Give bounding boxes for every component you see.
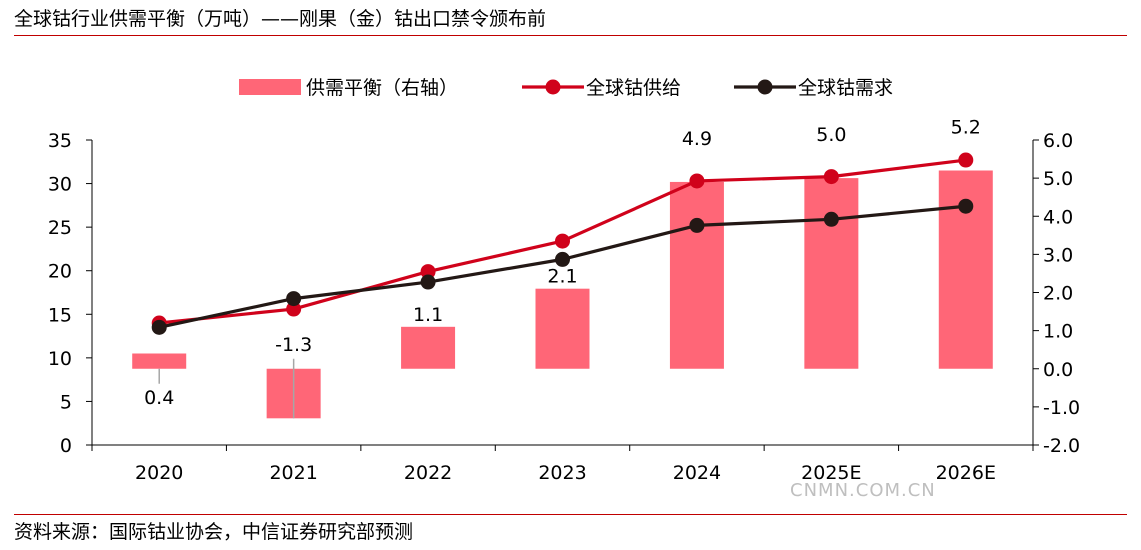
demand-point-2020 <box>151 319 167 335</box>
legend-balance-label: 供需平衡（右轴） <box>306 77 458 99</box>
supply-point-2025E <box>823 169 839 185</box>
right-tick-label: 2.0 <box>1043 283 1073 305</box>
x-tick-label: 2020 <box>135 462 183 484</box>
left-tick-label: 20 <box>48 261 72 283</box>
legend-supply-label: 全球钴供给 <box>586 77 681 99</box>
x-tick-label: 2025E <box>801 462 861 484</box>
right-tick-label: 4.0 <box>1043 206 1073 228</box>
legend-balance-swatch <box>239 79 301 95</box>
balance-bar-2025E <box>804 178 859 369</box>
left-tick-label: 10 <box>48 348 72 370</box>
left-tick-label: 35 <box>48 130 72 152</box>
supply-point-2024 <box>689 173 705 189</box>
legend-demand-label: 全球钴需求 <box>798 77 893 99</box>
supply-point-2022 <box>420 264 436 280</box>
legend-supply-marker <box>545 79 561 95</box>
balance-bar-2023 <box>535 288 590 369</box>
source-divider <box>14 514 1127 515</box>
right-tick-label: 1.0 <box>1043 321 1073 343</box>
legend-demand-marker <box>757 79 773 95</box>
right-tick-label: -1.0 <box>1043 397 1080 419</box>
balance-bar-2022 <box>401 326 456 369</box>
balance-data-label-2023: 2.1 <box>547 266 577 288</box>
left-tick-label: 15 <box>48 304 72 326</box>
title-divider <box>14 35 1127 36</box>
balance-bar-2024 <box>669 181 724 369</box>
balance-data-label-2025E: 5.0 <box>816 124 846 146</box>
balance-data-label-2026E: 5.2 <box>951 117 981 139</box>
right-tick-label: 3.0 <box>1043 244 1073 266</box>
chart-title: 全球钴行业供需平衡（万吨）——刚果（金）钴出口禁令颁布前 <box>14 8 547 30</box>
demand-point-2024 <box>689 217 705 233</box>
watermark: CNMN.COM.CN <box>790 480 936 501</box>
balance-data-label-2022: 1.1 <box>413 304 443 326</box>
x-tick-label: 2024 <box>673 462 721 484</box>
demand-point-2023 <box>555 251 570 267</box>
demand-point-2022 <box>420 274 436 290</box>
balance-data-label-2021: -1.3 <box>275 334 312 356</box>
chart-area: 0 5 10 15 20 25 30 35 -2.0 -1.0 0.0 1.0 2.0 3.0 4.0 5.0… <box>48 77 1080 484</box>
source-note: 资料来源：国际钴业协会，中信证券研究部预测 <box>14 521 414 543</box>
left-tick-label: 30 <box>48 174 72 196</box>
balance-bar-2020 <box>132 353 187 369</box>
x-tick-label: 2021 <box>269 462 317 484</box>
demand-point-2025E <box>823 211 839 227</box>
right-tick-label: 0.0 <box>1043 359 1073 381</box>
left-tick-label: 5 <box>60 391 72 413</box>
supply-point-2021 <box>286 301 302 317</box>
left-tick-label: 25 <box>48 217 72 239</box>
supply-point-2026E <box>958 152 974 168</box>
balance-data-label-2024: 4.9 <box>682 128 712 150</box>
x-tick-label: 2023 <box>538 462 586 484</box>
supply-point-2023 <box>555 233 570 249</box>
right-tick-label: 5.0 <box>1043 168 1073 190</box>
balance-data-label-2020: 0.4 <box>144 387 174 409</box>
demand-point-2026E <box>958 198 974 214</box>
right-tick-label: 6.0 <box>1043 130 1073 152</box>
right-tick-label: -2.0 <box>1043 435 1080 457</box>
x-tick-label: 2022 <box>404 462 452 484</box>
left-tick-label: 0 <box>60 435 72 457</box>
demand-point-2021 <box>286 291 302 307</box>
x-tick-label: 2026E <box>936 462 996 484</box>
